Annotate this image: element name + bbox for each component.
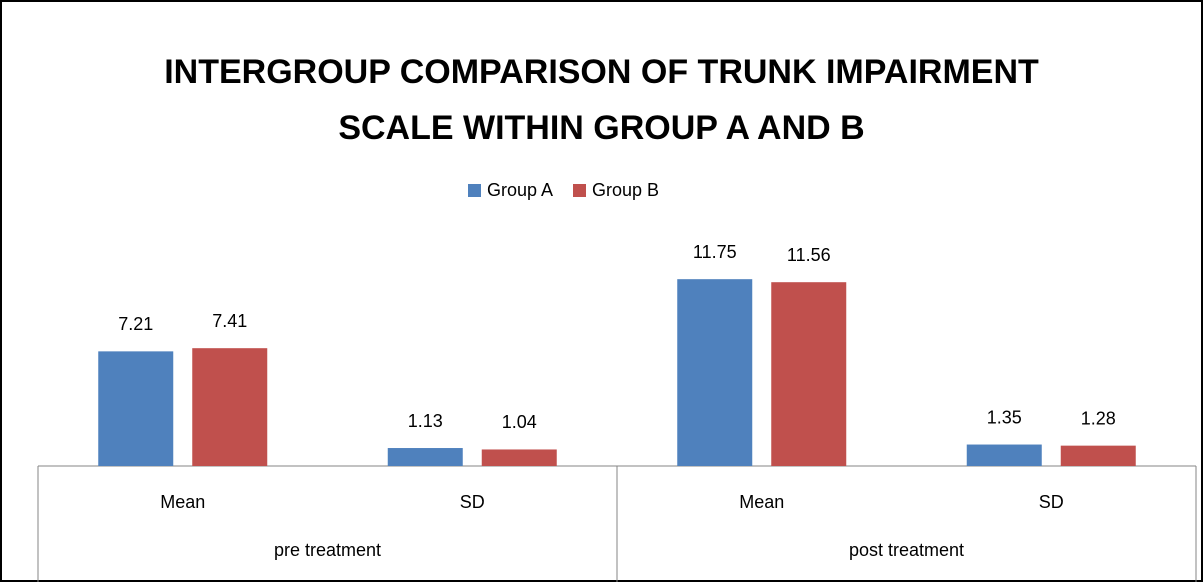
x-tick-label: Mean bbox=[160, 492, 205, 512]
group-label: pre treatment bbox=[274, 540, 381, 560]
bar bbox=[677, 279, 753, 466]
x-tick-label: Mean bbox=[739, 492, 784, 512]
data-label: 7.41 bbox=[212, 311, 247, 331]
data-label: 11.75 bbox=[693, 242, 737, 262]
data-label: 1.35 bbox=[987, 407, 1022, 427]
bar bbox=[481, 449, 557, 466]
bar bbox=[771, 282, 847, 466]
data-label: 1.28 bbox=[1081, 408, 1116, 428]
bar bbox=[192, 348, 268, 466]
data-label: 1.04 bbox=[502, 412, 537, 432]
x-tick-label: SD bbox=[1039, 492, 1064, 512]
legend-swatch bbox=[573, 184, 586, 197]
bar bbox=[1060, 445, 1136, 466]
group-label: post treatment bbox=[849, 540, 964, 560]
bar bbox=[966, 444, 1042, 466]
data-label: 7.21 bbox=[118, 314, 153, 334]
legend-label: Group B bbox=[592, 180, 659, 200]
chart-title: INTERGROUP COMPARISON OF TRUNK IMPAIRMEN… bbox=[164, 53, 1039, 147]
bar bbox=[387, 448, 463, 466]
data-label: 1.13 bbox=[408, 411, 443, 431]
legend-swatch bbox=[468, 184, 481, 197]
bar bbox=[98, 351, 174, 466]
data-label: 11.56 bbox=[787, 245, 831, 265]
x-tick-label: SD bbox=[460, 492, 485, 512]
legend-label: Group A bbox=[487, 180, 553, 200]
